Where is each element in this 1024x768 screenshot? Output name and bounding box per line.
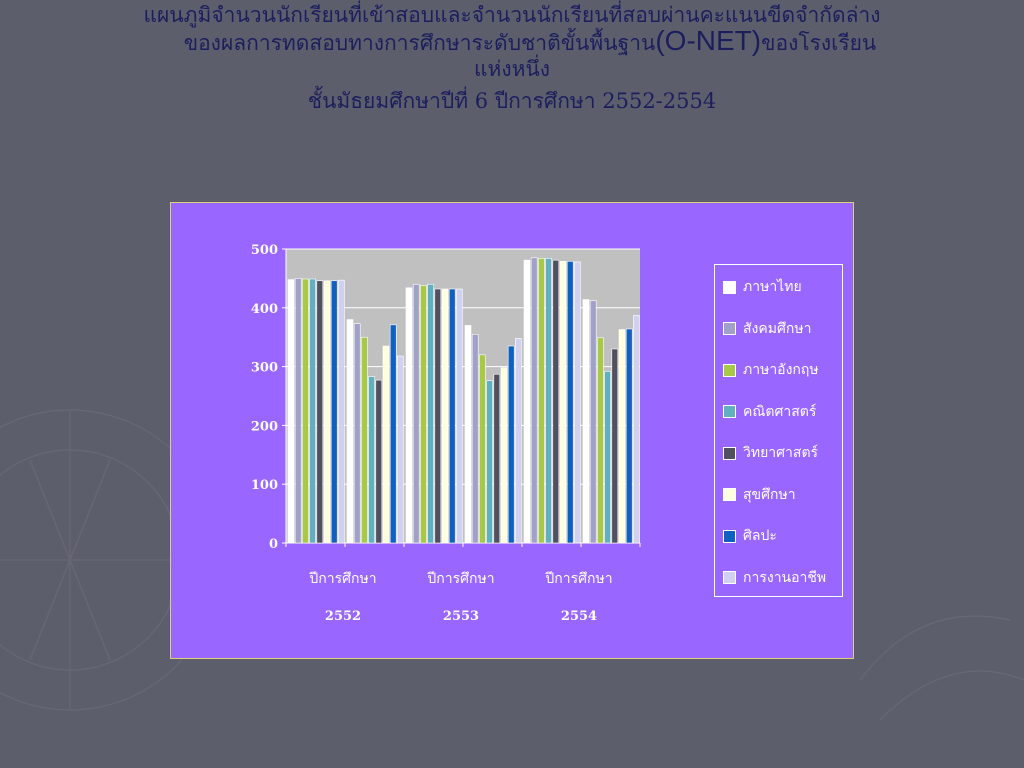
legend-swatch: [723, 529, 736, 543]
title-line-2-prefix: ของผลการทดสอบทางการศึกษาระดับชาติขั้นพื้…: [183, 31, 656, 55]
bar-entered: [316, 280, 324, 544]
bar-entered: [545, 258, 552, 544]
legend-label: ศิลปะ: [743, 528, 777, 544]
bar-passed: [604, 371, 611, 544]
legend-label: สังคมศึกษา: [743, 320, 812, 337]
bar-passed: [368, 376, 375, 544]
x-category-label: ปีการศึกษา: [545, 571, 613, 587]
bar-passed: [618, 329, 626, 544]
legend-item: สุขศึกษา: [723, 485, 796, 505]
bar-passed: [353, 323, 361, 544]
bar-entered: [420, 285, 427, 544]
x-category-year: 2552: [325, 609, 361, 624]
bar-entered: [330, 280, 338, 544]
bar-entered: [412, 283, 420, 544]
bar-passed: [500, 367, 508, 544]
title-line-1: แผนภูมิจำนวนนักเรียนที่เข้าสอบและจำนวนนั…: [143, 3, 881, 27]
bar-passed: [582, 299, 590, 544]
bar-passed: [507, 345, 515, 544]
bar-entered: [448, 288, 456, 544]
bar-passed: [597, 337, 604, 544]
bar-passed: [464, 325, 472, 544]
title-line-2-suffix: ของโรงเรียน: [761, 31, 877, 55]
legend-swatch: [723, 571, 736, 584]
bar-entered: [566, 261, 574, 544]
legend-item: การงานอาชีพ: [723, 568, 826, 588]
bar-passed: [493, 373, 501, 544]
bar-entered: [552, 259, 560, 544]
legend-label: ภาษาอังกฤษ: [743, 362, 819, 378]
legend-label: คณิตศาสตร์: [743, 403, 817, 420]
legend-label: ภาษาไทย: [743, 279, 802, 295]
bar-entered: [538, 258, 545, 544]
legend-item: คณิตศาสตร์: [723, 402, 816, 422]
legend-swatch: [723, 280, 736, 294]
y-tick-label: 0: [269, 537, 278, 552]
chart-legend: ภาษาไทยสังคมศึกษาภาษาอังกฤษคณิตศาสตร์วิท…: [714, 264, 843, 597]
y-tick-label: 100: [251, 478, 278, 493]
legend-label: การงานอาชีพ: [743, 569, 827, 586]
legend-swatch: [723, 405, 736, 418]
x-category-year: 2554: [561, 609, 597, 624]
bar-passed: [625, 328, 633, 544]
x-category-year: 2553: [443, 609, 479, 624]
chart-title: แผนภูมิจำนวนนักเรียนที่เข้าสอบและจำนวนนั…: [40, 2, 984, 114]
bar-passed: [633, 315, 640, 544]
title-onet-acronym: (O-NET): [655, 25, 762, 56]
legend-item: ศิลปะ: [723, 526, 777, 546]
x-category-label: ปีการศึกษา: [309, 571, 377, 587]
bar-passed: [471, 333, 479, 544]
bar-passed: [382, 345, 390, 544]
bar-passed: [397, 355, 404, 544]
bar-entered: [323, 280, 331, 544]
bar-entered: [441, 288, 449, 544]
legend-item: สังคมศึกษา: [723, 319, 811, 339]
legend-swatch: [723, 446, 736, 460]
legend-swatch: [723, 322, 736, 335]
bar-passed: [389, 324, 397, 544]
y-tick-label: 500: [251, 243, 278, 258]
title-line-3: แห่งหนึ่ง: [473, 57, 551, 81]
legend-item: ภาษาอังกฤษ: [723, 360, 819, 380]
bar-passed: [611, 348, 619, 544]
bar-passed: [479, 354, 486, 544]
bar-entered: [574, 261, 581, 544]
legend-item: วิทยาศาสตร์: [723, 443, 818, 463]
bar-passed: [361, 336, 368, 544]
bar-passed: [486, 380, 493, 544]
bar-entered: [309, 278, 316, 544]
bar-passed: [346, 319, 354, 544]
bar-entered: [405, 287, 413, 544]
bar-passed: [589, 300, 597, 544]
bar-entered: [294, 278, 302, 544]
bar-entered: [530, 257, 538, 544]
plot-area: [286, 249, 640, 543]
y-tick-label: 300: [251, 361, 278, 376]
legend-swatch: [723, 363, 736, 377]
legend-label: วิทยาศาสตร์: [743, 445, 819, 461]
bar-entered: [427, 283, 434, 544]
bar-entered: [434, 288, 442, 544]
title-line-4: ชั้นมัธยมศึกษาปีที่ 6 ปีการศึกษา 2552-25…: [307, 89, 717, 113]
chart-panel: 0 100 200 300 400 500 ปีการศึกษา 2552 ปีการศึกษา…: [170, 202, 854, 659]
bar-chart: 0 100 200 300 400 500 ปีการศึกษา 2552 ปีการศึกษา…: [251, 243, 641, 624]
legend-swatch: [723, 488, 736, 501]
bar-entered: [456, 288, 463, 544]
bar-passed: [515, 338, 522, 544]
legend-label: สุขศึกษา: [743, 486, 796, 503]
bar-entered: [287, 279, 295, 544]
y-tick-label: 200: [251, 419, 278, 434]
bar-entered: [302, 278, 309, 544]
legend-item: ภาษาไทย: [723, 277, 802, 297]
bar-entered: [559, 261, 567, 544]
bar-entered: [338, 279, 345, 544]
title-line-2: ของผลการทดสอบทางการศึกษาระดับชาติขั้นพื้…: [40, 25, 984, 56]
x-category-label: ปีการศึกษา: [427, 571, 495, 587]
y-tick-label: 400: [251, 302, 278, 317]
bar-passed: [375, 379, 383, 544]
bar-entered: [523, 259, 531, 544]
